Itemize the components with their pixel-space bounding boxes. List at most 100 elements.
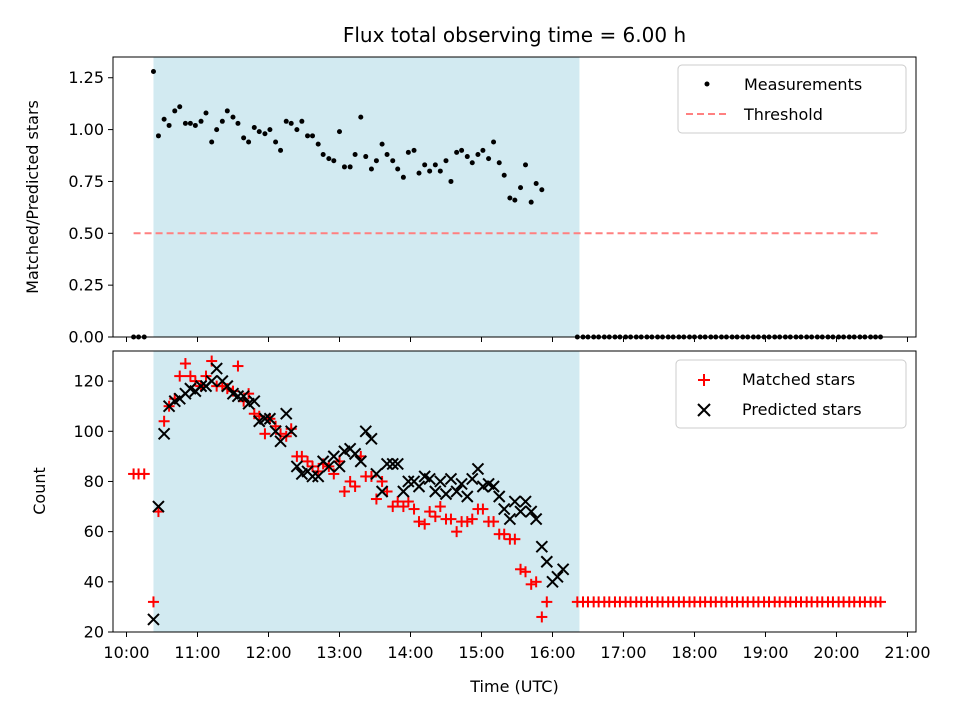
matched-star-point: [451, 526, 463, 538]
matched-star-point: [466, 513, 478, 525]
measurement-point: [177, 104, 183, 110]
predicted-star-point: [524, 505, 538, 518]
predicted-star-point: [157, 427, 171, 441]
predicted-star-point: [429, 485, 442, 498]
measurement-point: [341, 164, 347, 170]
predicted-x-b: [274, 435, 287, 448]
matched-star-point: [302, 455, 314, 467]
predicted-star-point: [269, 425, 282, 438]
y-tick-label: 0.25: [68, 276, 104, 295]
measurement-point: [475, 151, 481, 157]
observing-window-shade-top: [153, 57, 580, 337]
y-tick-label: 100: [73, 422, 104, 441]
y-tick-label: 80: [84, 472, 104, 491]
measurement-point: [496, 160, 502, 166]
matched-star-point: [413, 516, 425, 528]
measurement-point: [486, 156, 492, 162]
measurement-point: [358, 114, 364, 120]
matched-star-point: [445, 513, 457, 525]
predicted-x-b: [402, 475, 415, 488]
predicted-star-point: [412, 480, 426, 493]
predicted-star-point: [380, 457, 394, 471]
matched-star-point: [477, 503, 489, 515]
top-axes-frame: [112, 56, 917, 338]
matched-star-point: [138, 468, 150, 480]
predicted-star-point: [450, 485, 463, 498]
predicted-star-point: [540, 555, 554, 568]
measurement-point: [251, 125, 257, 131]
measurement-point: [533, 181, 539, 187]
matched-star-point: [147, 596, 159, 608]
predicted-star-point: [461, 490, 474, 503]
predicted-x-b: [386, 457, 399, 471]
measurement-point: [528, 199, 534, 205]
measurement-point: [459, 147, 465, 153]
predicted-star-point: [514, 505, 527, 518]
predicted-x-b: [391, 457, 404, 471]
measurement-point: [219, 118, 225, 124]
measurement-point: [326, 156, 332, 162]
predicted-star-point: [455, 477, 468, 491]
measurement-point: [192, 122, 198, 128]
predicted-x-b: [524, 505, 538, 518]
x-tick-label: 21:00: [884, 643, 930, 662]
predicted-x-b: [365, 432, 378, 446]
predicted-x-b: [306, 470, 319, 483]
predicted-star-point: [487, 480, 500, 493]
predicted-x-b: [482, 477, 495, 491]
predicted-star-point: [258, 412, 272, 425]
predicted-x-b: [439, 487, 453, 501]
predicted-x-b: [226, 387, 240, 400]
predicted-x-b: [311, 470, 325, 483]
measurement-point: [161, 116, 167, 122]
y-tick-label: 40: [84, 572, 104, 591]
measurement-point: [166, 122, 172, 128]
predicted-star-point: [205, 374, 218, 388]
predicted-x-b: [263, 412, 277, 425]
matched-star-point: [429, 511, 441, 523]
predicted-x-b: [461, 490, 474, 503]
predicted-star-point: [333, 460, 346, 473]
matched-star-point: [387, 501, 399, 513]
measurement-point: [310, 133, 316, 139]
measurement-point: [469, 160, 475, 166]
predicted-x-b: [514, 505, 527, 518]
predicted-x-b: [194, 379, 208, 393]
top-legend: Measurements Threshold: [677, 64, 907, 134]
predicted-x-b: [508, 495, 522, 508]
measurement-point: [373, 158, 379, 164]
predicted-x-b: [210, 362, 223, 375]
measurement-point: [443, 158, 449, 164]
predicted-x-b: [359, 425, 372, 438]
measurement-point: [491, 139, 497, 145]
predicted-x-b: [184, 382, 197, 395]
x-tick-label: 10:00: [103, 643, 149, 662]
measurement-point: [273, 139, 279, 145]
matched-star-point: [530, 576, 542, 588]
predicted-star-point: [556, 563, 570, 576]
predicted-x-b: [551, 570, 564, 584]
measurement-point: [432, 162, 438, 168]
top-y-axis-label: Matched/Predicted stars: [23, 100, 42, 294]
predicted-x-b: [455, 477, 468, 491]
predicted-x-b: [497, 502, 511, 516]
chart-title: Flux total observing time = 6.00 h: [343, 23, 686, 47]
measurement-point: [278, 147, 284, 153]
y-tick-label: 1.00: [68, 120, 104, 139]
measurement-point: [155, 133, 161, 139]
bottom-plot-area: [128, 355, 887, 626]
measurement-point: [379, 141, 385, 147]
measurement-point: [437, 168, 443, 174]
matched-star-point: [424, 506, 436, 518]
measurement-point: [507, 195, 513, 201]
predicted-star-point: [290, 460, 304, 473]
measurement-point: [405, 149, 411, 155]
measurement-point: [262, 131, 268, 137]
bottom-y-ticks: 20 40 60 80 100 120: [73, 372, 113, 642]
bottom-x-ticks: 10:00 11:00 12:00 13:00 14:00 15:00 16:00 17:00…: [103, 632, 931, 662]
predicted-star-point: [471, 462, 485, 476]
predicted-star-point: [152, 500, 165, 513]
predicted-star-point: [391, 457, 404, 471]
predicted-x-b: [237, 389, 250, 403]
predicted-star-point: [285, 425, 298, 438]
